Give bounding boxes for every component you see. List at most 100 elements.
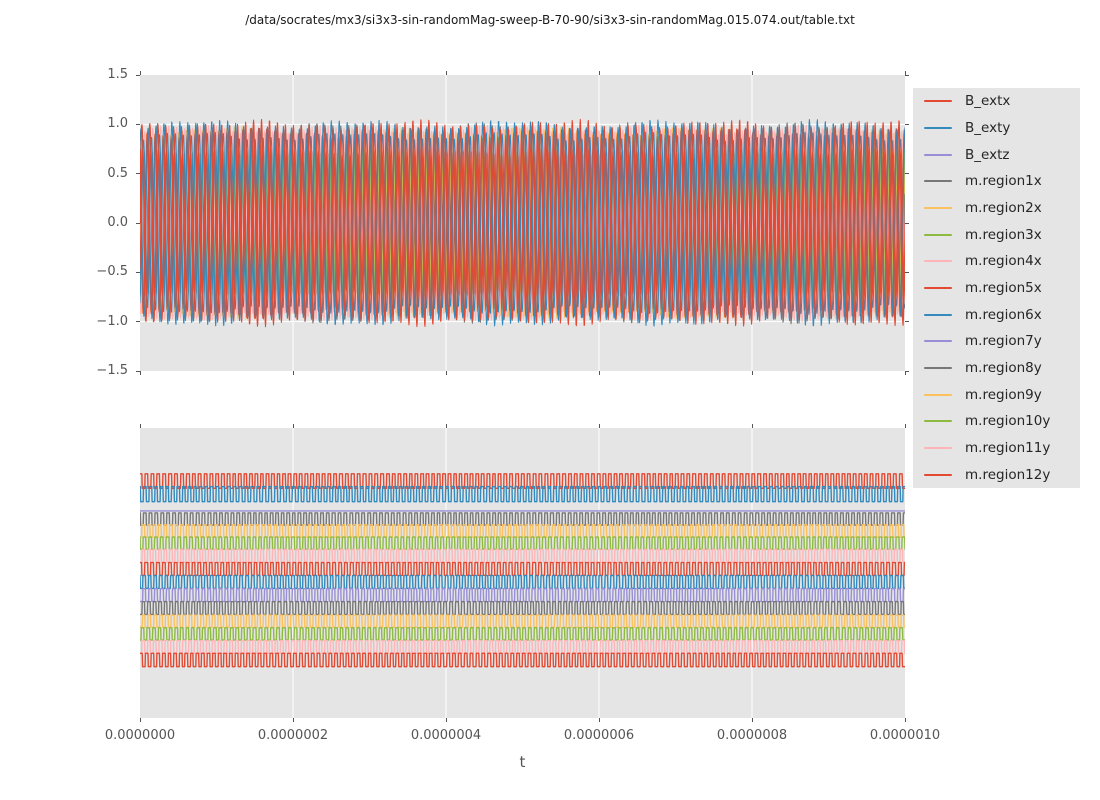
x-tick-label: 0.0000002 xyxy=(257,728,329,743)
legend-line-sample xyxy=(924,447,952,450)
x-tick-label: 0.0000010 xyxy=(869,728,941,743)
x-tick xyxy=(445,371,447,375)
x-tick xyxy=(904,718,906,722)
series-B_exty xyxy=(139,485,906,503)
y-tick xyxy=(136,271,140,273)
legend-entry: m.region7y xyxy=(913,328,1080,355)
bottom-plot-panel xyxy=(139,428,906,718)
y-tick xyxy=(136,222,140,224)
legend-entry: m.region6x xyxy=(913,301,1080,328)
legend-line-sample xyxy=(924,127,952,129)
x-tick-label: 0.0000006 xyxy=(563,728,635,743)
chart-title: /data/socrates/mx3/si3x3-sin-randomMag-s… xyxy=(245,13,855,27)
x-tick xyxy=(751,718,753,722)
x-tick xyxy=(292,371,294,375)
x-tick xyxy=(445,71,447,75)
series-m.region12y xyxy=(139,652,906,668)
x-tick xyxy=(139,424,141,428)
legend-entry: m.region3x xyxy=(913,221,1080,248)
y-tick xyxy=(136,370,140,372)
x-tick xyxy=(139,71,141,75)
legend-line-sample xyxy=(924,340,952,343)
x-tick xyxy=(445,718,447,722)
y-tick-label: 1.5 xyxy=(107,67,128,82)
series-B_exty xyxy=(139,118,906,327)
x-tick xyxy=(751,424,753,428)
legend-entry: m.region8y xyxy=(913,355,1080,382)
legend-line-sample xyxy=(924,153,952,156)
top-plot-panel xyxy=(139,75,906,371)
y-tick xyxy=(136,321,140,323)
legend-entry: m.region4x xyxy=(913,248,1080,275)
legend-entry: m.region2x xyxy=(913,195,1080,222)
legend-label: m.region12y xyxy=(965,466,1051,483)
legend-line-sample xyxy=(924,233,952,236)
legend-label: m.region6x xyxy=(965,306,1042,323)
series-m.region5x xyxy=(139,127,906,320)
legend: B_extx B_exty B_extz m.region1x m.region2x m.… xyxy=(913,88,1080,488)
legend-label: B_extz xyxy=(965,146,1010,163)
y-tick-label: −1.0 xyxy=(96,313,128,329)
series-m.region6x xyxy=(139,131,906,315)
y-tick xyxy=(136,74,140,76)
y-tick xyxy=(905,370,909,372)
y-tick-label: 1.0 xyxy=(107,116,128,132)
legend-label: m.region11y xyxy=(965,440,1051,457)
legend-line-sample xyxy=(924,420,952,423)
legend-entry: B_extz xyxy=(913,141,1080,168)
y-tick xyxy=(905,271,909,273)
y-tick xyxy=(905,321,909,323)
series-B_extx xyxy=(139,118,906,328)
y-tick xyxy=(905,74,909,76)
legend-label: m.region9y xyxy=(965,386,1042,403)
x-axis-label: t xyxy=(519,753,526,771)
x-tick xyxy=(598,371,600,375)
legend-label: m.region1x xyxy=(965,173,1042,190)
x-tick-label: 0.0000000 xyxy=(104,728,176,743)
legend-entry: m.region11y xyxy=(913,435,1080,462)
legend-entry: B_extx xyxy=(913,88,1080,115)
x-tick xyxy=(139,371,141,375)
legend-line-sample xyxy=(924,100,952,103)
legend-line-sample xyxy=(924,207,952,210)
x-tick xyxy=(292,71,294,75)
x-tick-label: 0.0000008 xyxy=(716,728,788,743)
x-tick xyxy=(751,71,753,75)
legend-entry: m.region10y xyxy=(913,408,1080,435)
legend-entry: m.region12y xyxy=(913,461,1080,488)
legend-line-sample xyxy=(924,287,952,290)
legend-label: m.region3x xyxy=(965,226,1042,243)
y-tick xyxy=(136,173,140,175)
legend-label: B_exty xyxy=(965,120,1011,136)
legend-label: m.region10y xyxy=(965,413,1051,430)
y-tick xyxy=(905,222,909,224)
legend-label: m.region8y xyxy=(965,360,1042,377)
x-tick xyxy=(598,71,600,75)
series-m.region12y xyxy=(139,145,906,301)
x-tick xyxy=(139,718,141,722)
series-m.region8y xyxy=(139,601,906,616)
legend-label: m.region4x xyxy=(965,253,1042,270)
legend-line-sample xyxy=(924,313,952,316)
series-B_extx xyxy=(139,473,906,490)
x-tick xyxy=(904,424,906,428)
y-tick-label: 0.5 xyxy=(107,165,128,181)
x-tick xyxy=(904,371,906,375)
legend-line-sample xyxy=(924,473,952,476)
legend-entry: m.region1x xyxy=(913,168,1080,195)
y-tick-label: −0.5 xyxy=(96,264,128,280)
legend-line-sample xyxy=(924,180,952,183)
legend-label: m.region7y xyxy=(965,333,1042,350)
top-panel-canvas xyxy=(139,75,906,371)
legend-entry: B_exty xyxy=(913,115,1080,142)
bottom-panel-canvas xyxy=(139,428,906,718)
x-tick xyxy=(445,424,447,428)
x-tick-label: 0.0000004 xyxy=(410,728,482,743)
x-tick xyxy=(598,718,600,722)
legend-line-sample xyxy=(924,367,952,370)
legend-entry: m.region5x xyxy=(913,275,1080,302)
x-tick xyxy=(904,71,906,75)
legend-label: B_extx xyxy=(965,93,1011,110)
legend-line-sample xyxy=(924,393,952,396)
